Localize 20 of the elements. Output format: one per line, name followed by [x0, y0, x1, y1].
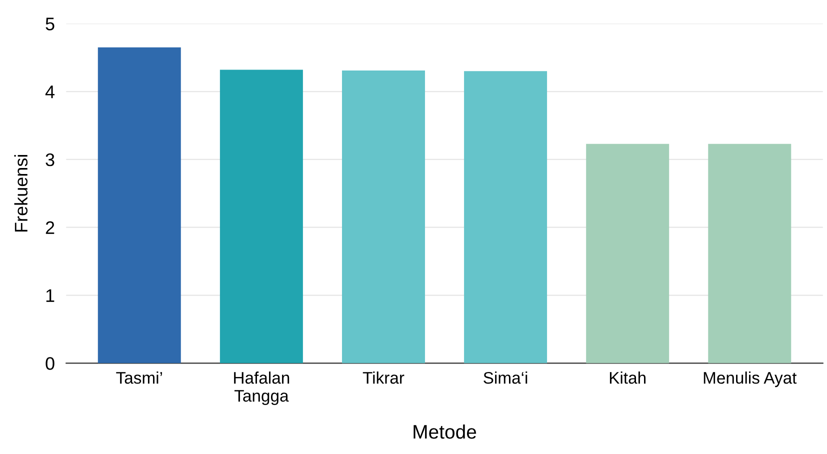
bar [464, 71, 548, 364]
y-tick-label: 4 [45, 86, 55, 98]
x-tick-label: Menulis Ayat [704, 372, 797, 388]
bar [586, 144, 670, 364]
x-axis-title: Metode [414, 424, 476, 439]
bar [342, 70, 425, 364]
x-tick-label: Kitah [610, 372, 646, 384]
y-tick-label: 5 [46, 18, 54, 30]
x-tick-label: Sima‘i [484, 372, 528, 384]
x-tick-label: Tikrar [362, 372, 404, 384]
bar [220, 70, 303, 364]
y-tick-label: 3 [46, 153, 54, 166]
x-tick-label: Hafalan Tangga [234, 372, 290, 406]
bar [98, 47, 181, 364]
y-tick-label: 0 [46, 357, 54, 370]
y-axis-title: Frekuensi [14, 154, 28, 232]
y-tick-label: 1 [46, 289, 54, 302]
bar [708, 144, 792, 364]
y-tick-label: 2 [46, 221, 54, 234]
x-tick-label: Tasmi’ [116, 372, 162, 384]
